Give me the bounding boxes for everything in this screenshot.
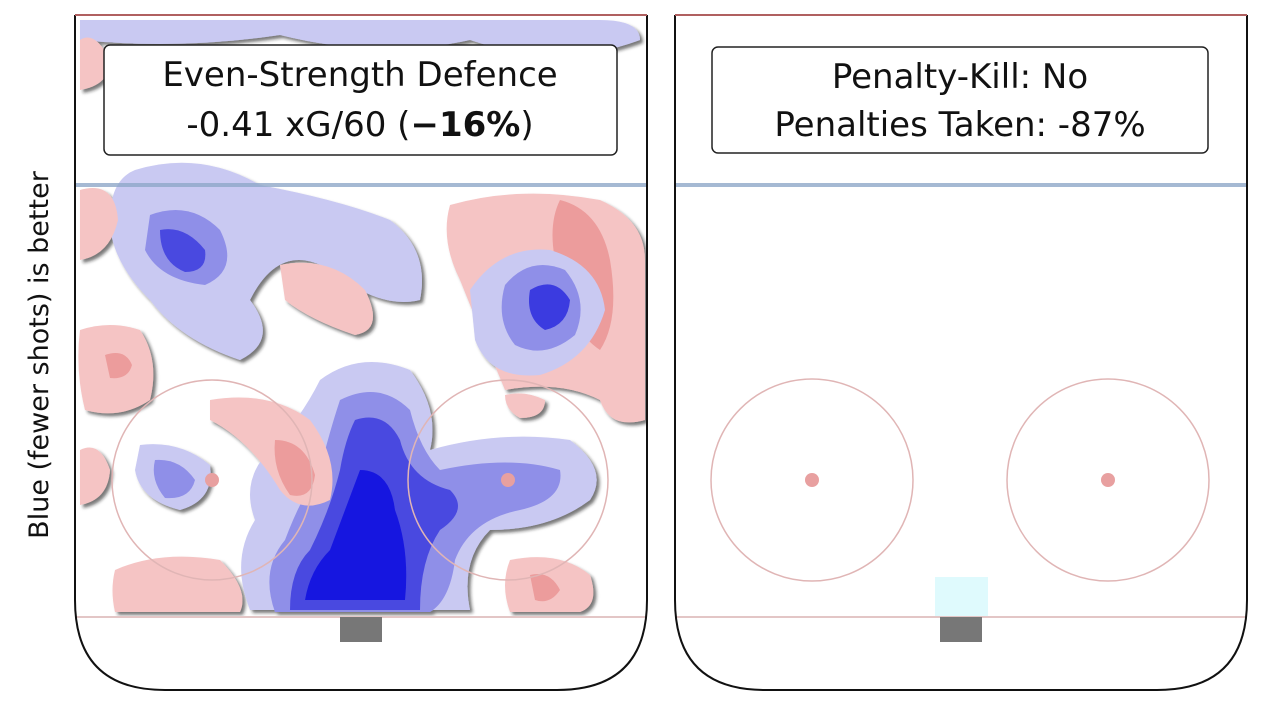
subtitle-text: ) [520, 105, 533, 145]
rink-right [674, 14, 1248, 691]
panel-title: Penalty-Kill: No [832, 57, 1088, 97]
panel-title: Even-Strength Defence [162, 55, 557, 95]
title-box [711, 46, 1209, 154]
panel-title: Penalties Taken: -87% [774, 105, 1145, 145]
y-axis-label: Blue (fewer shots) is better [24, 170, 55, 539]
subtitle-percent: −16% [410, 105, 520, 145]
panel-subtitle: -0.41 xG/60 (−16%) [186, 105, 533, 145]
subtitle-text: -0.41 xG/60 ( [186, 105, 410, 145]
heatmap [78, 20, 645, 612]
rink-left [74, 14, 648, 691]
title-box [103, 44, 618, 156]
